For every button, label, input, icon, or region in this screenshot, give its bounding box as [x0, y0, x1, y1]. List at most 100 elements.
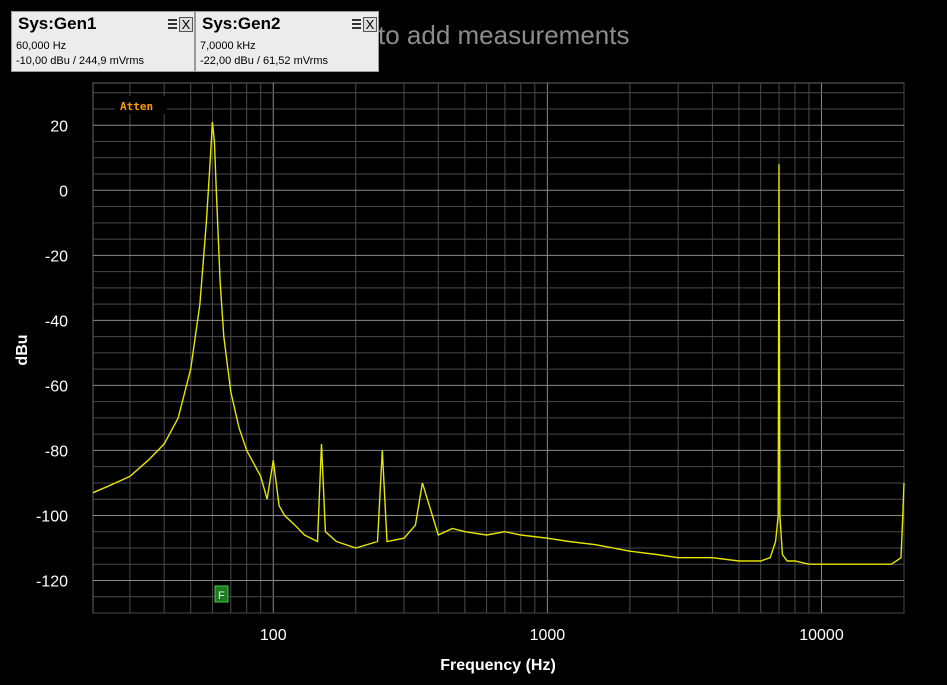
- x-tick-label: 10000: [799, 627, 844, 644]
- data-point: [437, 534, 439, 536]
- menu-icon[interactable]: [168, 19, 177, 30]
- x-tick-labels: 100 1000 10000: [260, 627, 844, 644]
- data-point: [304, 534, 306, 536]
- y-tick-label: -40: [45, 313, 68, 330]
- y-tick-labels: 20 0 -20 -40 -60 -80 -100 -120: [36, 118, 68, 590]
- x-axis-label: Frequency (Hz): [440, 657, 556, 674]
- data-point: [794, 560, 796, 562]
- data-point: [230, 391, 232, 393]
- data-point: [414, 524, 416, 526]
- data-point: [869, 563, 871, 565]
- data-point: [769, 557, 771, 559]
- data-point: [324, 531, 326, 533]
- data-point: [294, 524, 296, 526]
- data-point: [215, 189, 217, 191]
- y-tick-label: -100: [36, 508, 68, 525]
- data-point: [891, 563, 893, 565]
- data-point: [781, 554, 783, 556]
- legend-box: [115, 96, 167, 114]
- y-tick-label: -20: [45, 248, 68, 265]
- level-readout: -22,00 dBu / 61,52 mVrms: [200, 55, 328, 67]
- generator-panel-gen2[interactable]: Sys:Gen2 X 7,0000 kHz -22,00 dBu / 61,52…: [195, 11, 379, 72]
- data-point: [129, 475, 131, 477]
- data-point: [738, 560, 740, 562]
- data-point: [260, 475, 262, 477]
- data-point: [355, 547, 357, 549]
- data-point: [903, 482, 905, 484]
- data-point: [284, 515, 286, 517]
- frequency-marker[interactable]: [214, 585, 229, 603]
- data-point: [147, 459, 149, 461]
- data-point: [520, 534, 522, 536]
- frequency-readout: 7,0000 kHz: [200, 40, 256, 52]
- x-tick-label: 100: [260, 627, 287, 644]
- data-point: [451, 528, 453, 530]
- menu-icon[interactable]: [352, 19, 361, 30]
- data-point: [209, 157, 211, 159]
- frequency-readout: 60,000 Hz: [16, 40, 67, 52]
- data-point: [386, 541, 388, 543]
- data-point: [595, 544, 597, 546]
- data-point: [377, 541, 379, 543]
- data-point: [842, 563, 844, 565]
- data-point: [190, 368, 192, 370]
- data-point: [246, 449, 248, 451]
- data-point: [199, 303, 201, 305]
- panel-title: Sys:Gen2: [202, 14, 281, 33]
- frequency-marker-label: F: [218, 590, 225, 602]
- data-point: [900, 557, 902, 559]
- data-point: [568, 541, 570, 543]
- data-point: [779, 515, 781, 517]
- data-point: [464, 531, 466, 533]
- data-point: [655, 554, 657, 556]
- data-point: [163, 443, 165, 445]
- data-point: [321, 443, 323, 445]
- data-point: [677, 557, 679, 559]
- y-tick-label: -80: [45, 443, 68, 460]
- y-tick-label: -60: [45, 378, 68, 395]
- data-point: [711, 557, 713, 559]
- data-point: [335, 541, 337, 543]
- data-points: [92, 121, 905, 565]
- data-point: [381, 449, 383, 451]
- data-point: [421, 482, 423, 484]
- data-point: [778, 163, 780, 165]
- data-point: [629, 550, 631, 552]
- data-point: [219, 280, 221, 282]
- legend-label: Atten: [120, 100, 153, 113]
- panel-title: Sys:Gen1: [18, 14, 97, 33]
- data-point: [223, 336, 225, 338]
- add-measurements-hint: to add measurements: [378, 20, 630, 50]
- data-point: [808, 563, 810, 565]
- y-tick-label: 20: [50, 118, 68, 135]
- grid: [93, 83, 905, 614]
- data-point: [775, 541, 777, 543]
- data-point: [211, 121, 213, 123]
- data-point: [272, 459, 274, 461]
- data-point: [760, 560, 762, 562]
- series-line: [92, 121, 905, 565]
- data-point: [902, 515, 904, 517]
- data-point: [213, 141, 215, 143]
- data-point: [821, 563, 823, 565]
- close-button[interactable]: X: [363, 17, 377, 32]
- data-point: [403, 537, 405, 539]
- generator-panel-gen1[interactable]: Sys:Gen1 X 60,000 Hz -10,00 dBu / 244,9 …: [11, 11, 195, 72]
- close-button[interactable]: X: [179, 17, 193, 32]
- x-tick-label: 1000: [530, 627, 566, 644]
- y-tick-label: -120: [36, 573, 68, 590]
- data-point: [504, 531, 506, 533]
- data-point: [786, 560, 788, 562]
- data-point: [177, 417, 179, 419]
- data-point: [107, 485, 109, 487]
- level-readout: -10,00 dBu / 244,9 mVrms: [16, 55, 144, 67]
- data-point: [278, 505, 280, 507]
- data-point: [486, 534, 488, 536]
- data-point: [92, 492, 94, 494]
- data-point: [266, 498, 268, 500]
- data-point: [546, 537, 548, 539]
- data-point: [317, 541, 319, 543]
- y-tick-label: 0: [59, 183, 68, 200]
- data-point: [205, 222, 207, 224]
